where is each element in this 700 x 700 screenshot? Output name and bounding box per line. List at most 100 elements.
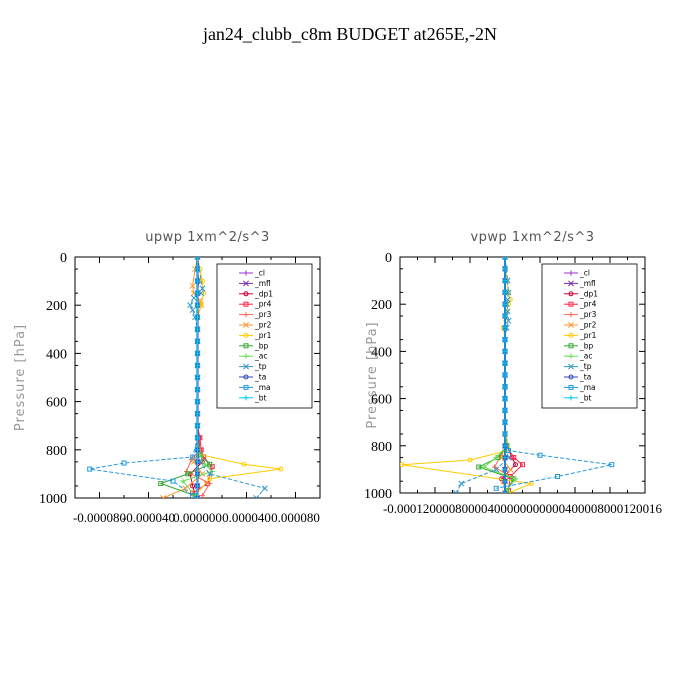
- data-point: [187, 302, 194, 309]
- y-tick-label: 200: [46, 299, 67, 314]
- data-point: [502, 384, 508, 390]
- y-axis-label: Pressure [hPa]: [13, 324, 28, 431]
- legend-label: _bt: [254, 393, 267, 402]
- data-point: [502, 360, 508, 366]
- legend-marker: [568, 291, 574, 297]
- y-tick-label: 600: [46, 396, 67, 411]
- data-point: [190, 458, 197, 465]
- data-point: [199, 285, 206, 292]
- data-point: [513, 462, 518, 468]
- panel-1: upwp 1xm^2/s^3 Pressure [hPa] 0 200 400 600 80…: [13, 230, 321, 525]
- legend-marker: [243, 353, 249, 359]
- data-point: [453, 490, 459, 493]
- legend-marker: [243, 374, 249, 380]
- data-point: [206, 470, 213, 477]
- legend-label: _tp: [254, 362, 267, 371]
- data-point: [278, 466, 284, 472]
- data-point: [202, 461, 208, 467]
- legend-label: _dp1: [254, 289, 273, 298]
- legend-label: _pr1: [254, 331, 272, 340]
- data-point: [194, 362, 201, 369]
- panel-title: upwp 1xm^2/s^3: [145, 230, 270, 245]
- legend-label: _ta: [254, 373, 266, 382]
- data-point: [207, 476, 213, 482]
- data-point: [467, 457, 473, 463]
- data-point: [190, 295, 197, 301]
- x-tick-label: 0.000000: [173, 510, 222, 525]
- panel-2: vpwp 1xm^2/s^3 Pressure [hPa] 0 200 400 600 80…: [364, 230, 662, 516]
- data-point: [493, 485, 499, 491]
- figure-title: jan24_clubb_c8m BUDGET at265E,-2N: [202, 24, 497, 44]
- data-point: [502, 419, 508, 425]
- x-tick-label: -0.000040: [122, 510, 175, 525]
- data-point: [502, 301, 508, 307]
- legend-label: _mfl: [579, 279, 596, 288]
- legend-label: _ma: [579, 383, 596, 392]
- legend-marker: [243, 343, 249, 349]
- data-point: [194, 290, 201, 296]
- y-tick-label: 0: [60, 251, 67, 266]
- data-point: [194, 266, 201, 272]
- data-point: [194, 399, 201, 405]
- legend-marker: [568, 363, 574, 370]
- legend-marker: [568, 312, 574, 318]
- legend-label: _pr2: [254, 321, 272, 330]
- data-point: [481, 464, 487, 470]
- legend-label: _ta: [579, 373, 591, 382]
- legend-marker: [243, 312, 249, 318]
- legend-label: _mfl: [254, 279, 271, 288]
- data-point: [207, 480, 213, 487]
- legend-box: [216, 263, 313, 409]
- data-point: [458, 480, 465, 487]
- data-point: [511, 455, 517, 461]
- data-point: [502, 278, 508, 284]
- data-point: [502, 407, 508, 413]
- legend-marker: [568, 332, 574, 338]
- legend-label: _bp: [254, 341, 269, 350]
- data-point: [493, 466, 500, 473]
- data-point: [190, 493, 196, 498]
- series-bt: [502, 257, 508, 493]
- y-tick-label: 0: [385, 251, 392, 266]
- data-point: [502, 396, 508, 402]
- data-point: [160, 495, 167, 498]
- data-point: [502, 443, 508, 449]
- data-point: [493, 455, 499, 461]
- legend-marker: [243, 363, 249, 370]
- data-point: [502, 313, 508, 319]
- data-point: [194, 338, 201, 344]
- y-axis-label: Pressure [hPa]: [365, 321, 380, 428]
- series-group: [400, 257, 615, 493]
- legend-marker: [568, 280, 574, 287]
- y-tick-label: 800: [46, 444, 67, 459]
- legend-label: _cl: [579, 269, 590, 278]
- legend-label: _dp1: [579, 289, 598, 298]
- legend-marker: [243, 301, 249, 307]
- data-point: [194, 423, 201, 429]
- legend-box: [541, 263, 638, 409]
- y-tick-label: 200: [371, 298, 392, 313]
- legend-label: _pr1: [579, 331, 597, 340]
- data-point: [502, 348, 508, 354]
- data-point: [199, 492, 205, 498]
- data-point: [194, 386, 201, 393]
- legend-label: _cl: [254, 269, 265, 278]
- data-point: [506, 448, 511, 454]
- data-point: [194, 326, 201, 332]
- y-tick-label: 800: [371, 440, 392, 455]
- data-point: [502, 431, 508, 437]
- data-point: [400, 462, 405, 468]
- x-tick-label: 0.000040: [222, 510, 271, 525]
- data-point: [476, 464, 482, 470]
- legend-marker: [243, 322, 249, 328]
- data-point: [507, 466, 514, 473]
- data-point: [502, 289, 508, 295]
- legend-marker: [243, 332, 249, 338]
- data-point: [190, 483, 196, 489]
- legend: _cl_mfl_dp1_pr4_pr3_pr2_pr1_bp_ac_tp_ta_…: [541, 263, 638, 409]
- legend-marker: [568, 384, 574, 390]
- legend-label: _pr3: [254, 310, 272, 319]
- data-point: [158, 481, 164, 487]
- legend-marker: [568, 270, 574, 276]
- legend-label: _ac: [579, 352, 592, 361]
